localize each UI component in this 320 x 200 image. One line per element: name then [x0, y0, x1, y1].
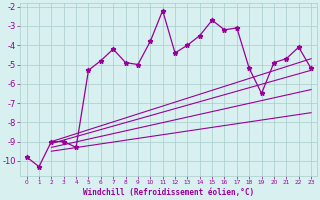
X-axis label: Windchill (Refroidissement éolien,°C): Windchill (Refroidissement éolien,°C)	[83, 188, 254, 197]
